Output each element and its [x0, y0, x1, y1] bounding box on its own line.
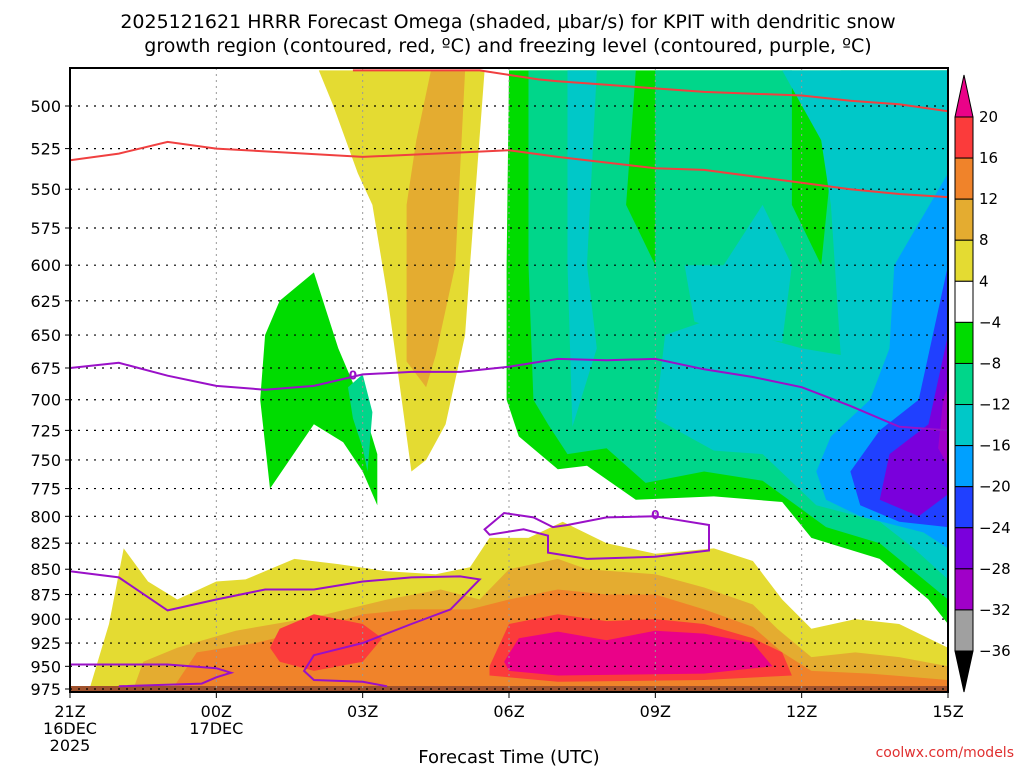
x-axis-label: Forecast Time (UTC) [418, 747, 599, 768]
terrain-band [70, 686, 948, 692]
x-tick-label-0-2: 2025 [50, 736, 91, 755]
colorbar-label-4: 4 [979, 272, 989, 290]
colorbar-swatch--4-to-4 [954, 280, 974, 323]
colorbar-swatch-8-to-12 [954, 198, 974, 241]
colorbar-swatch-12-to-16 [954, 157, 974, 200]
colorbar-swatch--36-to--32 [954, 609, 974, 652]
colorbar-swatch--24-to--20 [954, 486, 974, 529]
colorbar-label-10: −24 [979, 519, 1011, 537]
colorbar-swatch-4-to-8 [954, 239, 974, 282]
y-tick-label-925: 925 [30, 634, 61, 653]
x-tick-label-0-1: 16DEC [43, 719, 97, 738]
colorbar-swatch--28-to--24 [954, 527, 974, 570]
y-tick-label-975: 975 [30, 680, 61, 699]
colorbar-label-8: −16 [979, 437, 1011, 455]
freezing-contour-2 [70, 663, 235, 688]
y-tick-label-950: 950 [30, 657, 61, 676]
colorbar-swatch--16-to--12 [954, 404, 974, 447]
y-tick-label-625: 625 [30, 292, 61, 311]
x-tick-label-9-0: 06Z [493, 702, 524, 721]
colorbar-arrow-top [954, 74, 974, 118]
y-tick-label-700: 700 [30, 391, 61, 410]
colorbar-swatch-16-to-20 [954, 116, 974, 159]
omega-region--32-to--28 [938, 387, 948, 466]
colorbar-label-9: −20 [979, 478, 1011, 496]
colorbar-label-13: −36 [979, 642, 1011, 660]
y-tick-label-575: 575 [30, 219, 61, 238]
x-tick-label-18-0: 15Z [932, 702, 963, 721]
colorbar-label-0: 20 [979, 108, 998, 126]
colorbar-label-11: −28 [979, 560, 1011, 578]
colorbar-swatch--8-to--4 [954, 321, 974, 364]
colorbar-swatch--20-to--16 [954, 445, 974, 488]
colorbar-swatch--32-to--28 [954, 568, 974, 611]
y-tick-label-850: 850 [30, 560, 61, 579]
title-line-1: 2025121621 HRRR Forecast Omega (shaded, … [120, 11, 895, 33]
x-tick-label-12-0: 09Z [640, 702, 671, 721]
freezing-contour-3 [483, 511, 710, 560]
x-tick-label-6-0: 03Z [347, 702, 378, 721]
colorbar-arrow-bottom [954, 650, 974, 693]
colorbar-label-5: −4 [979, 313, 1001, 331]
y-tick-label-600: 600 [30, 256, 61, 275]
freezing-contour-0 [70, 357, 948, 432]
y-tick-label-900: 900 [30, 610, 61, 629]
contour-label-0: 0 [349, 368, 357, 382]
y-tick-label-750: 750 [30, 451, 61, 470]
omega-region--16-to--12 [684, 204, 792, 342]
credit-link[interactable]: coolwx.com/models [876, 745, 1014, 761]
y-tick-label-650: 650 [30, 326, 61, 345]
terrain-fill [70, 686, 948, 692]
x-tick-label-3-1: 17DEC [189, 719, 243, 738]
colorbar-label-7: −12 [979, 396, 1011, 414]
y-tick-label-875: 875 [30, 586, 61, 605]
y-tick-label-675: 675 [30, 359, 61, 378]
colorbar-label-6: −8 [979, 354, 1001, 372]
contour-lines: 00 [70, 69, 948, 688]
x-tick-label-0-0: 21Z [54, 702, 85, 721]
colorbar-label-3: 8 [979, 231, 989, 249]
colorbar-label-2: 12 [979, 190, 998, 208]
y-tick-label-550: 550 [30, 180, 61, 199]
y-tick-label-525: 525 [30, 140, 61, 159]
y-tick-label-500: 500 [30, 97, 61, 116]
dgz-contour-0 [70, 140, 948, 199]
title-line-2: growth region (contoured, red, ºC) and f… [144, 35, 871, 57]
colorbar-label-1: 16 [979, 149, 998, 167]
y-tick-label-800: 800 [30, 507, 61, 526]
omega-region--12-to--8 [348, 374, 373, 472]
colorbar-swatch--12-to--8 [954, 362, 974, 406]
pressure-axis: 500 525 550 575 600 625 650 675 700 725 750 775 800 8… [30, 97, 70, 699]
chart-title: 2025121621 HRRR Forecast Omega (shaded, … [120, 11, 895, 57]
omega-shaded-field [89, 70, 948, 692]
omega-region--8-to--4 [260, 272, 378, 506]
colorbar-label-12: −32 [979, 601, 1011, 619]
x-tick-label-15-0: 12Z [786, 702, 817, 721]
dgz-contour-1 [352, 69, 948, 113]
omega-region--28-to--24 [879, 335, 948, 517]
contour-label-1: 0 [651, 508, 659, 522]
x-tick-label-3-0: 00Z [201, 702, 232, 721]
colorbar: 20 16 12 8 4 −4 −8 −12 −16 −20 −24 −28 −32 −36 [954, 74, 1011, 693]
omega-region-above-to-20 [504, 630, 773, 676]
freezing-contour-1 [70, 570, 482, 688]
y-tick-label-725: 725 [30, 421, 61, 440]
y-tick-label-825: 825 [30, 534, 61, 553]
y-tick-label-775: 775 [30, 480, 61, 499]
omega-region-8-to-12 [406, 70, 466, 388]
